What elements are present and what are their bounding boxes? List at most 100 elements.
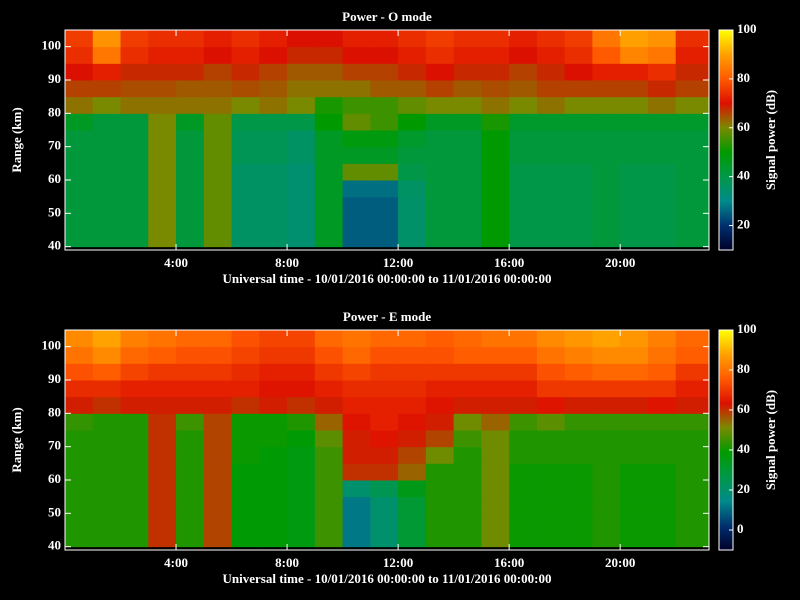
- cell: [370, 446, 399, 464]
- cell: [342, 463, 371, 481]
- cell: [536, 230, 566, 248]
- cell: [453, 530, 482, 548]
- colorbar-tick-label: 60: [737, 119, 750, 134]
- cell: [564, 380, 593, 398]
- cell: [647, 180, 677, 198]
- cell: [176, 530, 205, 548]
- cell: [398, 346, 427, 364]
- cell: [231, 163, 260, 181]
- cell: [342, 380, 371, 398]
- cell: [148, 80, 177, 98]
- cell: [342, 513, 371, 531]
- cell: [647, 480, 677, 498]
- cell: [287, 530, 316, 548]
- cell: [647, 196, 677, 214]
- cell: [564, 46, 593, 64]
- cell: [509, 463, 538, 481]
- cell: [65, 496, 94, 514]
- cell: [453, 396, 482, 414]
- cell: [425, 196, 455, 214]
- cell: [259, 213, 288, 231]
- cell: [231, 346, 260, 364]
- cell: [425, 163, 455, 181]
- cell: [120, 146, 149, 164]
- cell: [453, 480, 482, 498]
- cell: [675, 30, 709, 48]
- cell: [65, 480, 94, 498]
- cell: [620, 463, 649, 481]
- y-tick-label: 80: [48, 404, 61, 419]
- cell: [203, 113, 233, 131]
- plot-frame: [64, 329, 710, 551]
- cell: [592, 63, 621, 81]
- cell: [148, 330, 177, 348]
- y-tick-label: 80: [48, 104, 61, 119]
- cell: [203, 480, 233, 498]
- cell: [398, 380, 427, 398]
- cell: [620, 530, 649, 548]
- cell: [120, 113, 149, 131]
- cell: [65, 230, 94, 248]
- cell: [287, 513, 316, 531]
- cell: [92, 213, 122, 231]
- cell: [481, 480, 510, 498]
- cell: [536, 430, 566, 448]
- cell: [314, 413, 344, 431]
- cell: [176, 513, 205, 531]
- cell: [342, 413, 371, 431]
- cell: [453, 146, 482, 164]
- cell: [259, 446, 288, 464]
- cell: [425, 146, 455, 164]
- cell: [203, 363, 233, 381]
- cell: [453, 30, 482, 48]
- cell: [287, 446, 316, 464]
- cell: [148, 230, 177, 248]
- cell: [342, 446, 371, 464]
- cell: [203, 446, 233, 464]
- cell: [647, 446, 677, 464]
- cell: [370, 80, 399, 98]
- cell: [425, 413, 455, 431]
- y-tick-label: 50: [48, 504, 61, 519]
- cell: [314, 530, 344, 548]
- cell: [176, 30, 205, 48]
- cell: [148, 480, 177, 498]
- cell: [536, 346, 566, 364]
- cell: [592, 30, 621, 48]
- cell: [92, 363, 122, 381]
- cell: [675, 530, 709, 548]
- cell: [675, 380, 709, 398]
- cell: [509, 346, 538, 364]
- cell: [148, 163, 177, 181]
- cell: [92, 330, 122, 348]
- cell: [231, 196, 260, 214]
- cell: [398, 196, 427, 214]
- cell: [592, 130, 621, 148]
- cell: [92, 446, 122, 464]
- cell: [370, 480, 399, 498]
- cell: [564, 513, 593, 531]
- cell: [92, 80, 122, 98]
- cell: [453, 346, 482, 364]
- cell: [425, 80, 455, 98]
- cell: [592, 213, 621, 231]
- cell: [203, 380, 233, 398]
- cell: [509, 46, 538, 64]
- cell: [647, 163, 677, 181]
- cell: [176, 446, 205, 464]
- cell: [231, 480, 260, 498]
- cell: [370, 96, 399, 114]
- cell: [564, 496, 593, 514]
- cell: [176, 130, 205, 148]
- colorbar-tick-label: 20: [737, 217, 750, 232]
- cell: [203, 396, 233, 414]
- cell: [314, 96, 344, 114]
- cell: [398, 413, 427, 431]
- y-axis-label: Range (km): [9, 407, 24, 472]
- cell: [92, 530, 122, 548]
- cell: [65, 80, 94, 98]
- cell: [425, 513, 455, 531]
- cell: [231, 430, 260, 448]
- cell: [509, 446, 538, 464]
- cell: [65, 30, 94, 48]
